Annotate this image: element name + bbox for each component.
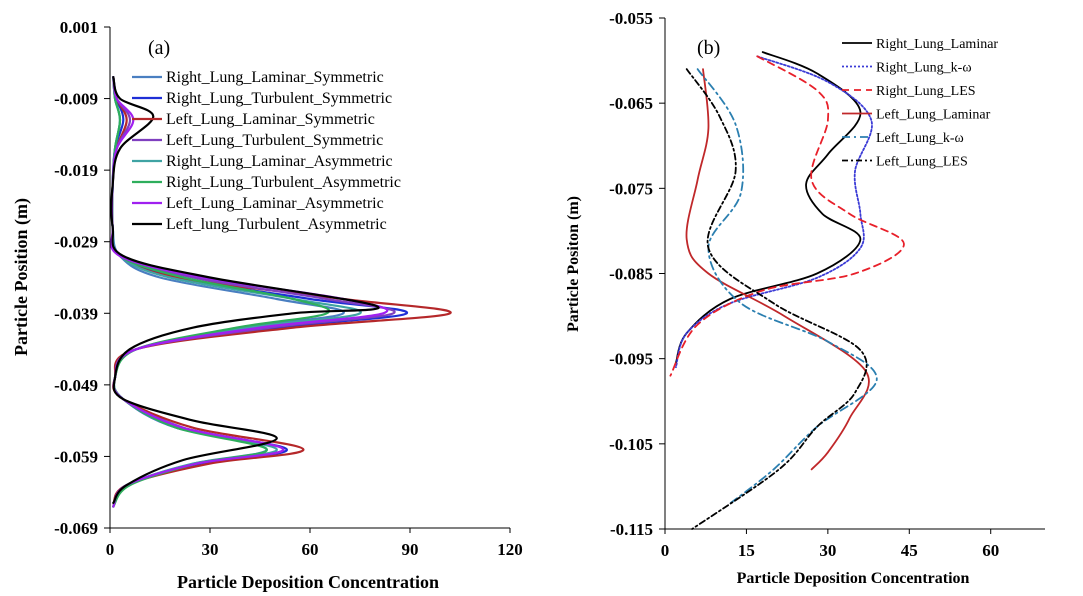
panel-b: -0.055 -0.065 -0.075 -0.085 -0.095 -0.105 -0.1…: [565, 9, 1045, 587]
panel-b-legend-label: Left_Lung_Laminar: [876, 108, 991, 123]
panel-a-x-tick-label: 30: [202, 540, 219, 559]
panel-b-legend-label: Right_Lung_LES: [876, 84, 976, 99]
panel-b-legend-label: Left_Lung_k-ω: [876, 131, 964, 146]
panel-a-legend-label: Left_lung_Turbulent_Asymmetric: [166, 216, 387, 233]
panel-b-series-line-2: [669, 55, 905, 377]
panel-a-legend-label: Right_Lung_Laminar_Symmetric: [166, 69, 384, 86]
panel-a-y-tick-label: -0.049: [54, 376, 98, 395]
panel-b-series: [669, 51, 905, 530]
panel-b-x-tick-label: 45: [901, 541, 918, 560]
panel-a-y-tick-label: -0.019: [54, 161, 98, 180]
panel-a-x-ticks: 0 30 60 90 120: [106, 528, 523, 559]
panel-a-x-tick-label: 120: [497, 540, 523, 559]
panel-b-label: (b): [697, 37, 720, 59]
panel-b-legend-label: Right_Lung_k-ω: [876, 61, 972, 76]
panel-b-series-line-1: [675, 55, 873, 369]
panel-a-y-tick-label: -0.059: [54, 447, 98, 466]
panel-a-y-title: Particle Position (m): [11, 198, 32, 356]
panel-a-legend-label: Right_Lung_Laminar_Asymmetric: [166, 153, 393, 170]
panel-a-x-title: Particle Deposition Concentration: [177, 572, 439, 592]
panel-b-y-title: Particle Positon (m): [565, 196, 582, 332]
panel-a-legend-label: Right_Lung_Turbulent_Asymmetric: [166, 174, 401, 191]
panel-a-legend-label: Right_Lung_Turbulent_Symmetric: [166, 90, 392, 107]
panel-a-legend-label: Left_Lung_Laminar_Asymmetric: [166, 195, 384, 212]
panel-a-series: [110, 76, 452, 508]
panel-a-y-ticks: 0.001 -0.009 -0.019 -0.029 -0.039 -0.049 -0.05…: [54, 18, 110, 538]
panel-a-legend-label: Left_Lung_Turbulent_Symmetric: [166, 132, 383, 149]
panel-a-y-tick-label: -0.009: [54, 90, 98, 109]
panel-b-y-tick-label: -0.115: [610, 520, 653, 539]
panel-b-y-tick-label: -0.065: [609, 94, 653, 113]
panel-b-y-tick-label: -0.055: [609, 9, 653, 28]
panel-b-y-tick-label: -0.105: [609, 435, 653, 454]
panel-a-label: (a): [148, 37, 170, 59]
panel-b-x-ticks: 0 15 30 45 60: [661, 529, 999, 560]
panel-b-legend: Right_Lung_Laminar Right_Lung_k-ω Right_Lu…: [842, 37, 998, 170]
panel-a-series-line-6: [110, 76, 389, 508]
panel-b-x-tick-label: 15: [738, 541, 755, 560]
panel-b-legend-label: Right_Lung_Laminar: [876, 37, 998, 52]
panel-a-y-tick-label: 0.001: [60, 18, 98, 37]
panel-b-y-tick-label: -0.085: [609, 265, 653, 284]
panel-b-series-line-3: [685, 68, 870, 471]
panel-a-y-tick-label: -0.039: [54, 304, 98, 323]
panel-b-x-title: Particle Deposition Concentration: [737, 570, 970, 587]
panel-a: 0.001 -0.009 -0.019 -0.029 -0.039 -0.049 -0.05…: [11, 18, 523, 592]
panel-a-series-line-7: [110, 76, 380, 504]
panel-a-y-tick-label: -0.029: [54, 233, 98, 252]
panel-a-legend: Right_Lung_Laminar_Symmetric Right_Lung_T…: [132, 69, 401, 233]
panel-a-x-tick-label: 0: [106, 540, 115, 559]
panel-b-x-tick-label: 0: [661, 541, 670, 560]
panel-a-x-tick-label: 60: [302, 540, 319, 559]
panel-a-legend-label: Left_Lung_Laminar_Symmetric: [166, 111, 375, 128]
panel-b-y-ticks: -0.055 -0.065 -0.075 -0.085 -0.095 -0.105 -0.1…: [609, 9, 665, 539]
panel-a-y-tick-label: -0.069: [54, 519, 98, 538]
panel-a-x-tick-label: 90: [402, 540, 419, 559]
panel-b-series-line-4: [696, 68, 878, 505]
panel-b-series-line-5: [685, 68, 868, 530]
panel-b-y-tick-label: -0.075: [609, 179, 653, 198]
panel-b-x-tick-label: 60: [982, 541, 999, 560]
panel-b-x-tick-label: 30: [819, 541, 836, 560]
panel-b-series-line-0: [675, 51, 862, 364]
panel-b-y-tick-label: -0.095: [609, 350, 653, 369]
panel-b-legend-label: Left_Lung_LES: [876, 155, 968, 170]
